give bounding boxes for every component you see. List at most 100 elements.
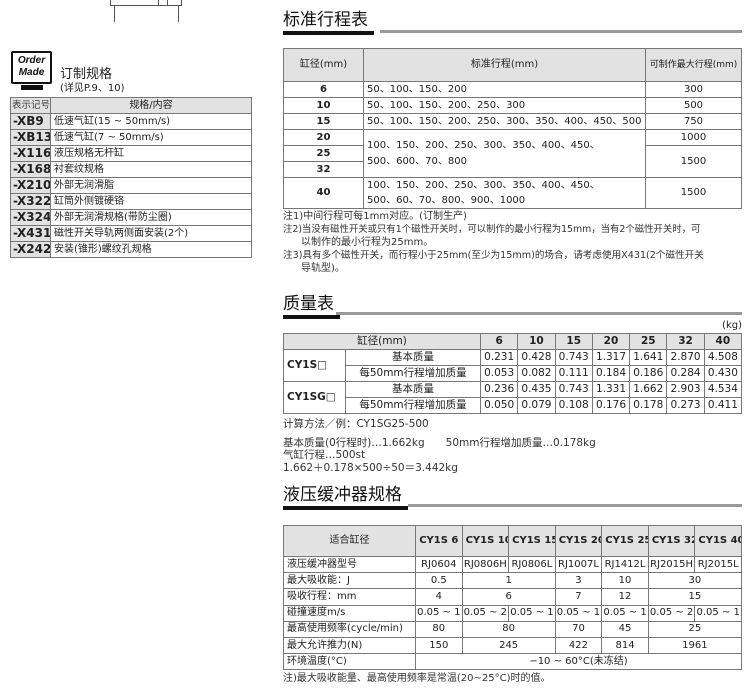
table-row: -X210 外部无润滑脂: [10, 177, 252, 194]
table-row: 环境温度(°C) −10 ~ 60°C(未冻结): [283, 653, 742, 671]
table-cell: 0.05 ~ 1: [694, 604, 742, 622]
table-cell: CY1S□: [283, 349, 346, 382]
bore-cell: 40: [283, 177, 364, 209]
bore-cell: 10: [283, 97, 364, 114]
table-cell: 低速气缸(15 ~ 50mm/s): [50, 113, 252, 130]
table-row: -X431 磁性开关导轨两侧面安装(2个): [10, 225, 252, 242]
table-cell: 6: [479, 333, 519, 350]
divider: [408, 504, 742, 507]
table-cell: 0.05 ~ 1: [508, 604, 556, 622]
table-cell: 40: [703, 333, 743, 350]
stroke-cell: 100、150、200、250、300、350、400、450、 500、600、…: [363, 129, 646, 178]
table-cell: 0.050: [479, 397, 519, 414]
mass-calc: 计算方法／例：CY1SG25-500 基本质量(0行程时)…1.662kg 50…: [283, 418, 745, 474]
table-cell: 吸收行程：mm: [283, 588, 416, 606]
note: 注1)中间行程可每1mm对应。(订制生产): [283, 211, 467, 222]
table-row: -X116 液压规格无杆缸: [10, 145, 252, 162]
table-cell: CY1S 25: [601, 525, 649, 557]
table-cell: RJ0806L: [508, 555, 556, 574]
table-cell: 45: [601, 620, 649, 638]
header-cell: 缸径(mm): [283, 48, 364, 82]
table-cell: 0.184: [591, 365, 631, 382]
table-cell: 碰撞速度m/s: [283, 604, 416, 622]
table-cell: 0.176: [591, 397, 631, 414]
table-cell: 0.079: [517, 397, 556, 414]
mass-table: 缸径(mm) 6 10 15 20 25 32 40 CY1S□ 基本质量 0.231 0.428 0…: [283, 333, 743, 414]
table-cell: 0.236: [479, 381, 519, 398]
bore-cell: 6: [283, 81, 364, 98]
drawing-fragment: [110, 0, 185, 22]
stroke-notes: 注1)中间行程可每1mm对应。(订制生产) 注2)当没有磁性开关或只有1个磁性开…: [283, 210, 745, 275]
mass-title: 质量表: [283, 293, 340, 319]
table-cell: 0.231: [479, 349, 519, 366]
table-cell: 最高使用频率(cycle/min): [283, 620, 416, 638]
table-cell: 4.534: [703, 381, 743, 398]
table-cell: 1.641: [629, 349, 668, 366]
table-row: 最大吸收能：J 0.5 1 3 10 30: [283, 572, 743, 590]
table-cell: 10: [517, 333, 556, 350]
stroke-table: 缸径(mm) 标准行程(mm) 可制作最大行程(mm) 6 50、100、150、20…: [283, 48, 742, 209]
table-row: -XB9 低速气缸(15 ~ 50mm/s): [10, 113, 252, 130]
order-made-table: 表示记号 规格/内容 -XB9 低速气缸(15 ~ 50mm/s) -XB13 低速气缸…: [10, 97, 252, 258]
shock-title: 液压缓冲器规格: [283, 484, 408, 510]
table-row: 最大允许推力(N) 150 245 422 814 1961: [283, 636, 743, 655]
table-cell: 环境温度(°C): [283, 653, 416, 671]
calc-line: 基本质量(0行程时)…1.662kg 50mm行程增加质量…0.178kg: [283, 436, 596, 449]
note: 导轨型)。: [301, 263, 345, 274]
order-made-subtitle: (详见P.9、10): [60, 83, 125, 94]
table-cell: 245: [461, 636, 556, 655]
table-cell: 液压缓冲器型号: [283, 555, 416, 574]
bore-cell: 25: [283, 145, 364, 162]
table-cell: -X2423: [10, 241, 51, 258]
table-cell: 0.05 ~ 1: [415, 604, 463, 622]
table-row: -XB13 低速气缸(7 ~ 50mm/s): [10, 129, 252, 146]
table-cell: 2.870: [666, 349, 705, 366]
calc-line: 气缸行程…500st: [283, 449, 366, 461]
table-cell: 0.428: [517, 349, 556, 366]
table-cell: -X116: [10, 145, 51, 162]
table-cell: 基本质量: [345, 349, 481, 366]
max-cell: 500: [645, 97, 742, 114]
table-cell: 10: [601, 572, 649, 590]
table-cell: RJ1412L: [601, 555, 649, 574]
note: 注3)具有多个磁性开关，而行程小于25mm(至少为15mm)的场合，请考虑使用X…: [283, 250, 704, 261]
table-cell: 3: [554, 572, 603, 590]
table-cell: 2.903: [666, 381, 705, 398]
table-cell: 0.5: [415, 572, 463, 590]
note: 注2)当没有磁性开关或只有1个磁性开关时，可以制作的最小行程为15mm，当有2个…: [283, 224, 701, 235]
table-cell: -X210: [10, 177, 51, 194]
table-cell: 32: [666, 333, 705, 350]
table-cell: 1.317: [591, 349, 631, 366]
table-cell: -X324: [10, 209, 51, 226]
table-row: -X168 衬套纹规格: [10, 161, 252, 178]
shock-note: 注)最大吸收能量、最高使用频率是常温(20~25°C)时的值。: [283, 673, 551, 684]
shock-table: 适合缸径 CY1S 6 CY1S 10 CY1S 15 CY1S 20 CY1S 25 CY…: [283, 525, 743, 671]
table-cell: 12: [601, 588, 649, 606]
table-cell: 0.273: [666, 397, 705, 414]
mass-unit: (kg): [722, 320, 742, 331]
table-cell: 4.508: [703, 349, 743, 366]
table-cell: 0.05 ~ 2: [647, 604, 696, 622]
table-cell: 80: [415, 620, 463, 638]
stroke-cell: 50、100、150、200、250、300、350、400、450、500: [363, 113, 646, 130]
table-cell: 0.435: [517, 381, 556, 398]
table-cell: 0.743: [554, 349, 593, 366]
note: 以制作的最小行程为25mm。: [301, 237, 434, 248]
table-cell: 6: [461, 588, 556, 606]
table-cell: 最大吸收能：J: [283, 572, 416, 590]
table-cell: 80: [461, 620, 556, 638]
table-cell: 4: [415, 588, 463, 606]
header-cell: 表示记号: [10, 97, 51, 114]
table-cell: 0.178: [629, 397, 668, 414]
table-cell: -X431: [10, 225, 51, 242]
table-cell: 150: [415, 636, 463, 655]
table-cell: 814: [601, 636, 649, 655]
header-cell: 缸径(mm): [283, 333, 481, 350]
table-cell: CY1S 32: [647, 525, 696, 557]
table-cell: 0.05 ~ 1: [554, 604, 603, 622]
table-row: 每50mm行程增加质量 0.050 0.079 0.108 0.176 0.178 0.27…: [284, 397, 743, 414]
table-cell: 15: [647, 588, 743, 606]
table-row: 吸收行程：mm 4 6 7 12 15: [283, 588, 743, 606]
calc-line: 1.662＋0.178×500÷50＝3.442kg: [283, 461, 458, 474]
table-cell: 25: [647, 620, 743, 638]
